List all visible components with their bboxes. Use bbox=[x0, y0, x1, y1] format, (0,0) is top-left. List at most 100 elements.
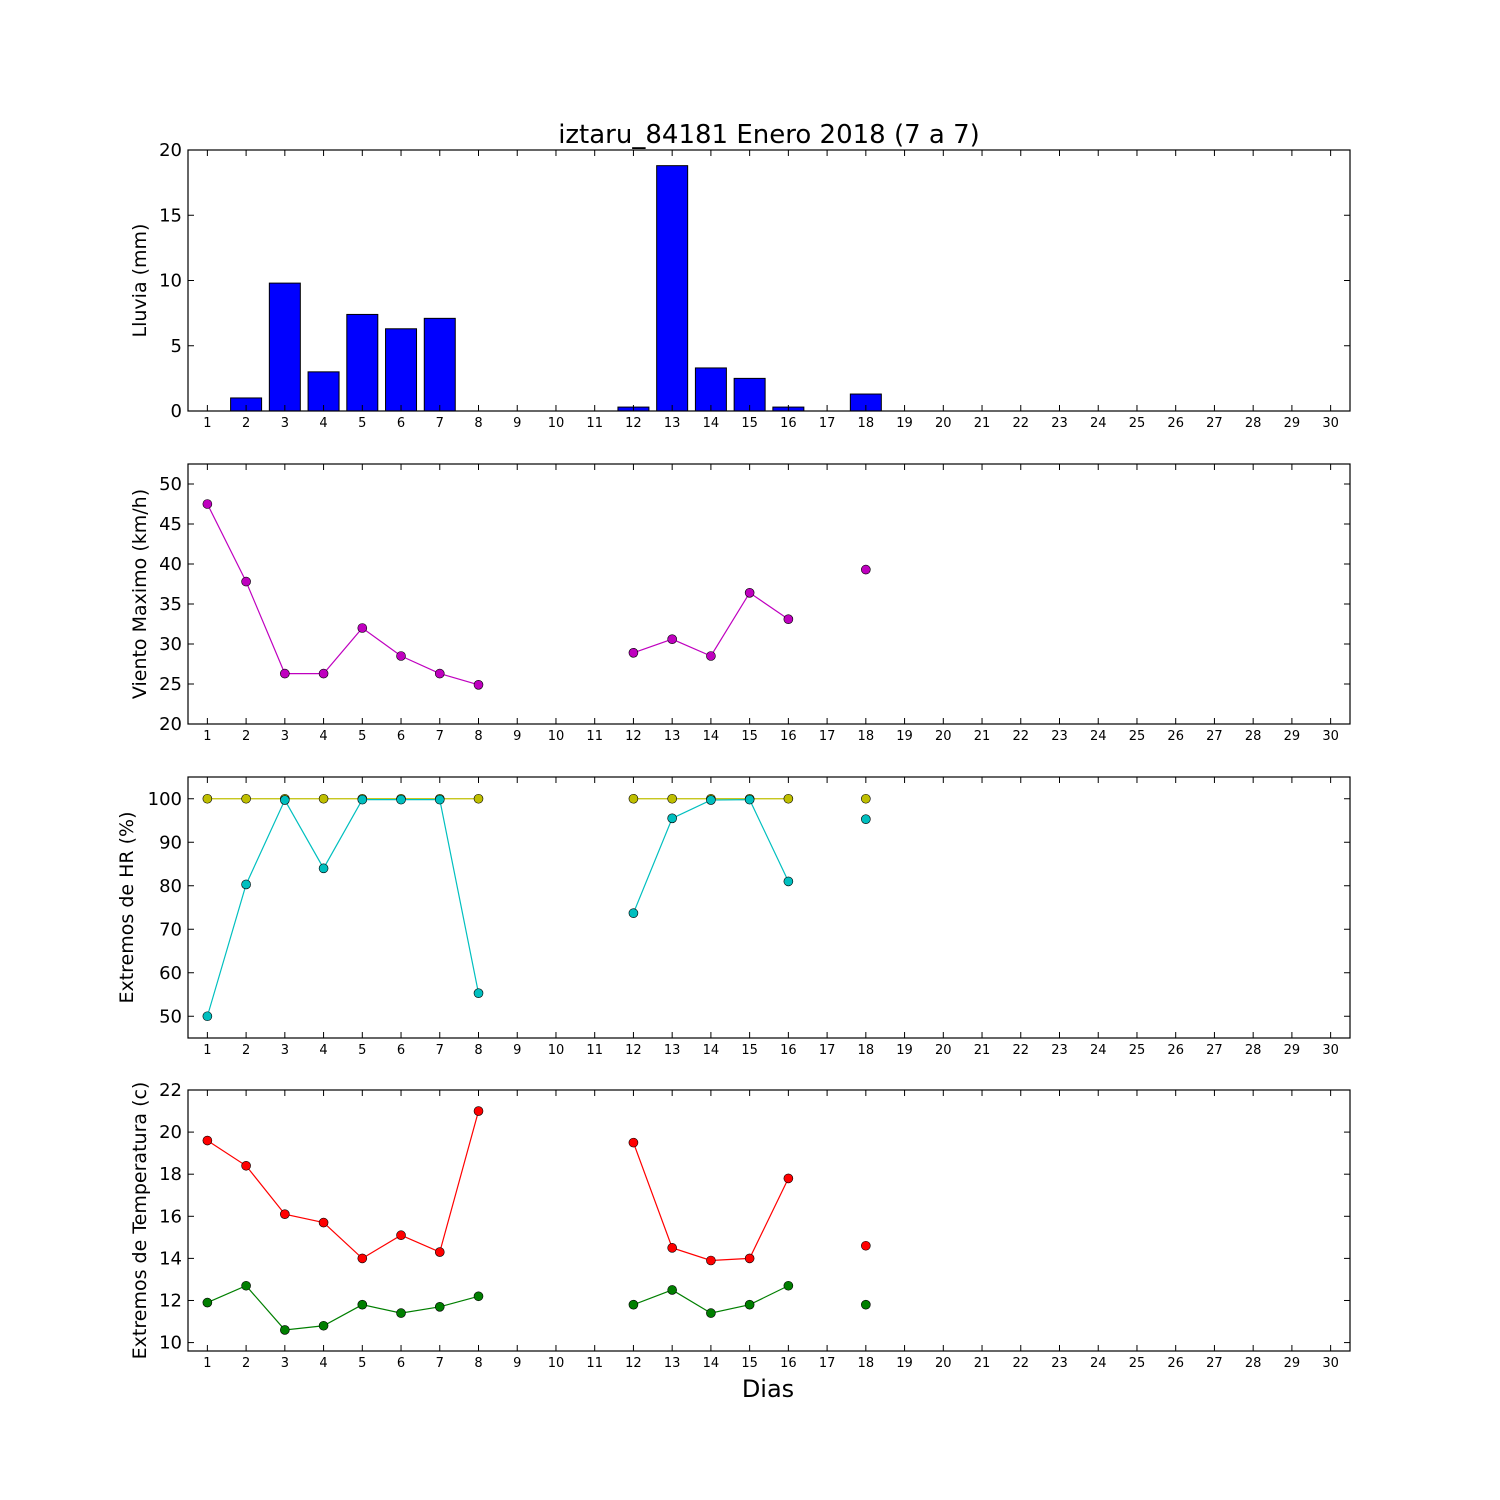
x-tick-label: 26 bbox=[1167, 729, 1184, 744]
point-day-4 bbox=[318, 668, 329, 679]
x-tick-label: 13 bbox=[664, 729, 681, 744]
point-day-1 bbox=[202, 499, 213, 509]
x-tick-label: 14 bbox=[703, 1356, 720, 1371]
x-tick-label: 28 bbox=[1245, 729, 1262, 744]
x-tick-label: 25 bbox=[1129, 1356, 1146, 1371]
x-tick-label: 8 bbox=[474, 1043, 482, 1058]
x-tick-label: 17 bbox=[819, 1356, 836, 1371]
y-axis-label: Viento Maximo (km/h) bbox=[129, 489, 151, 699]
plot-frame bbox=[187, 463, 1351, 725]
y-tick-label: 40 bbox=[159, 554, 182, 575]
y-tick-label: 25 bbox=[159, 674, 182, 695]
x-tick-label: 5 bbox=[358, 416, 366, 431]
x-tick-label: 15 bbox=[741, 1043, 758, 1058]
x-tick-label: 7 bbox=[436, 416, 444, 431]
x-tick-label: 7 bbox=[436, 1356, 444, 1371]
x-tick-label: 30 bbox=[1322, 1356, 1339, 1371]
point-day-5 bbox=[357, 623, 368, 633]
point-day-12 bbox=[628, 908, 639, 918]
y-tick-label: 20 bbox=[159, 714, 182, 735]
point-day-14 bbox=[706, 795, 716, 805]
x-tick-label: 6 bbox=[397, 416, 405, 431]
x-tick-label: 6 bbox=[397, 1043, 405, 1058]
x-tick-label: 5 bbox=[358, 1356, 366, 1371]
point-day-16 bbox=[783, 1173, 794, 1184]
bar-day-5 bbox=[346, 313, 379, 412]
x-tick-label: 17 bbox=[819, 1043, 836, 1058]
x-tick-label: 24 bbox=[1090, 1356, 1107, 1371]
point-day-4 bbox=[318, 793, 329, 804]
series-2 bbox=[202, 1280, 871, 1335]
x-tick-label: 2 bbox=[242, 729, 250, 744]
point-day-7 bbox=[434, 668, 445, 679]
point-day-5 bbox=[357, 1299, 368, 1310]
y-tick-label: 20 bbox=[159, 140, 182, 161]
x-tick-label: 25 bbox=[1129, 416, 1146, 431]
plot-frame bbox=[187, 776, 1351, 1039]
point-day-2 bbox=[241, 1280, 251, 1291]
x-tick-label: 27 bbox=[1206, 1356, 1223, 1371]
series-line bbox=[207, 1285, 479, 1331]
y-tick-label: 10 bbox=[159, 1333, 182, 1354]
y-tick-label: 30 bbox=[159, 634, 182, 655]
point-day-8 bbox=[473, 1106, 484, 1116]
point-day-6 bbox=[396, 651, 406, 661]
x-tick-label: 21 bbox=[974, 729, 991, 744]
x-tick-label: 5 bbox=[358, 1043, 366, 1058]
bar-day-13 bbox=[656, 165, 689, 412]
x-tick-label: 18 bbox=[858, 1356, 875, 1371]
point-day-2 bbox=[241, 793, 251, 804]
x-tick-label: 4 bbox=[319, 416, 327, 431]
point-day-15 bbox=[744, 587, 755, 598]
x-tick-label: 15 bbox=[741, 416, 758, 431]
x-tick-label: 29 bbox=[1284, 729, 1301, 744]
x-tick-label: 21 bbox=[974, 1043, 991, 1058]
x-tick-label: 22 bbox=[1012, 1356, 1029, 1371]
point-day-15 bbox=[744, 1253, 755, 1264]
x-tick-label: 19 bbox=[896, 1043, 913, 1058]
x-tick-label: 8 bbox=[474, 416, 482, 431]
point-day-13 bbox=[667, 1285, 677, 1295]
point-day-7 bbox=[434, 794, 445, 805]
x-tick-label: 30 bbox=[1322, 729, 1339, 744]
x-tick-label: 12 bbox=[625, 416, 642, 431]
x-tick-label: 20 bbox=[935, 729, 952, 744]
point-day-13 bbox=[667, 634, 677, 645]
y-tick-label: 10 bbox=[159, 271, 182, 292]
x-tick-label: 19 bbox=[896, 729, 913, 744]
point-day-18 bbox=[861, 793, 871, 804]
y-tick-label: 18 bbox=[159, 1164, 182, 1185]
x-tick-label: 1 bbox=[203, 1356, 211, 1371]
x-tick-label: 11 bbox=[586, 729, 603, 744]
x-tick-label: 16 bbox=[780, 729, 797, 744]
y-tick-label: 15 bbox=[159, 205, 182, 226]
x-tick-label: 9 bbox=[513, 729, 521, 744]
x-tick-label: 17 bbox=[819, 729, 836, 744]
x-tick-label: 18 bbox=[858, 1043, 875, 1058]
x-tick-label: 27 bbox=[1206, 1043, 1223, 1058]
x-tick-label: 29 bbox=[1284, 1043, 1301, 1058]
point-day-8 bbox=[473, 793, 484, 804]
series-line bbox=[206, 798, 480, 1017]
x-tick-label: 12 bbox=[625, 1356, 642, 1371]
x-tick-label: 13 bbox=[664, 1356, 681, 1371]
x-tick-label: 8 bbox=[474, 729, 482, 744]
point-day-15 bbox=[744, 1299, 755, 1310]
x-tick-label: 28 bbox=[1245, 416, 1262, 431]
x-tick-label: 1 bbox=[203, 416, 211, 431]
point-day-6 bbox=[396, 1230, 406, 1241]
point-day-1 bbox=[202, 1297, 213, 1308]
point-day-1 bbox=[202, 1011, 213, 1022]
point-day-12 bbox=[628, 647, 639, 658]
x-tick-label: 20 bbox=[935, 1356, 952, 1371]
point-day-12 bbox=[628, 793, 639, 804]
x-tick-label: 14 bbox=[703, 416, 720, 431]
x-tick-label: 25 bbox=[1129, 729, 1146, 744]
x-tick-label: 3 bbox=[281, 1356, 289, 1371]
x-tick-label: 1 bbox=[203, 1043, 211, 1058]
point-day-14 bbox=[706, 1255, 716, 1266]
x-tick-label: 22 bbox=[1012, 1043, 1029, 1058]
x-tick-label: 23 bbox=[1051, 416, 1068, 431]
